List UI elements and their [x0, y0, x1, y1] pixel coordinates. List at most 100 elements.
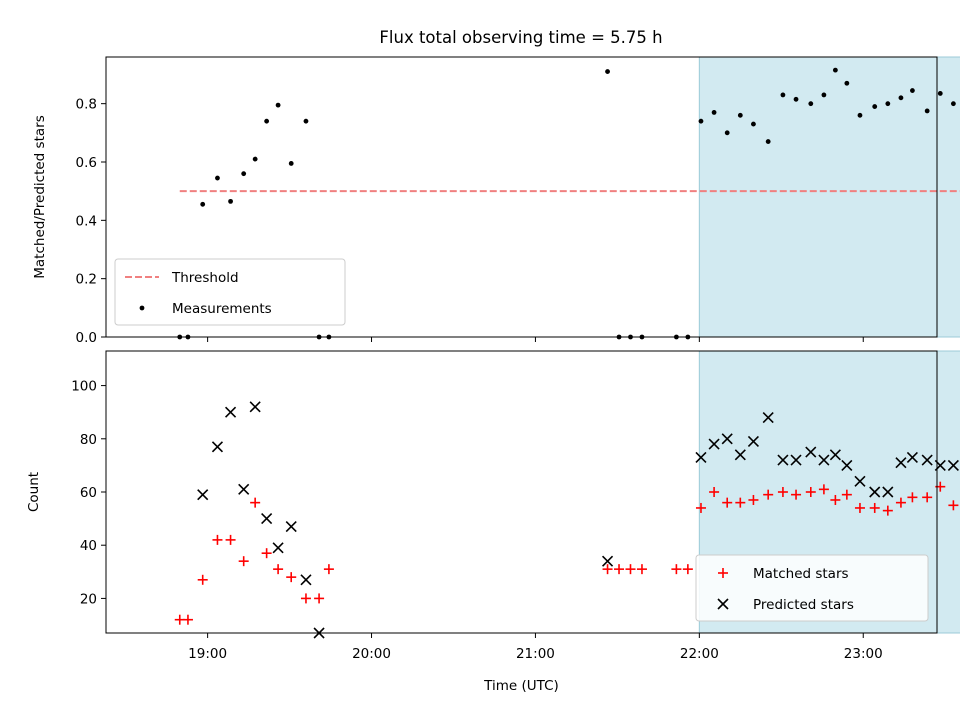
data-point	[225, 406, 237, 418]
data-point	[829, 449, 841, 461]
data-point	[854, 502, 865, 513]
y-tick-label: 0.4	[76, 213, 97, 229]
data-point	[841, 459, 853, 471]
data-point	[818, 454, 830, 466]
data-point	[790, 454, 802, 466]
y-tick-label: 40	[80, 538, 97, 554]
data-point	[906, 451, 918, 463]
data-point	[885, 101, 891, 107]
data-point	[854, 475, 866, 487]
data-point	[910, 88, 915, 93]
data-point	[709, 487, 720, 497]
data-point	[314, 593, 325, 604]
data-point	[252, 156, 258, 162]
bottom-y-axis: 20 40 60 80 100	[71, 379, 106, 607]
data-point	[238, 483, 250, 495]
data-point	[907, 492, 918, 503]
data-point	[614, 564, 625, 575]
data-point	[898, 95, 904, 101]
data-point	[841, 489, 852, 500]
data-point	[922, 492, 933, 503]
data-point	[238, 556, 249, 567]
data-point	[950, 101, 956, 107]
data-point	[682, 564, 693, 575]
observing-window-shade	[698, 56, 960, 338]
legend-swatch	[718, 568, 728, 578]
data-point	[724, 130, 730, 136]
data-point	[734, 449, 746, 461]
top-x-ticks	[207, 337, 864, 342]
data-point	[895, 497, 906, 508]
data-point	[791, 489, 802, 500]
shade-rect	[698, 56, 960, 338]
bottom-y-axis-label: Count	[26, 472, 42, 512]
data-point	[636, 564, 647, 575]
top-y-axis: 0.0 0.2 0.4 0.6 0.8	[76, 97, 106, 346]
data-point	[830, 494, 841, 505]
data-point	[882, 486, 894, 498]
data-point	[869, 486, 881, 498]
data-point	[737, 112, 743, 118]
x-axis-label: Time (UTC)	[483, 678, 559, 694]
x-tick-label: 19:00	[188, 646, 227, 662]
data-point	[844, 80, 850, 86]
y-tick-label: 0.6	[76, 155, 97, 171]
data-point	[832, 67, 838, 73]
data-point	[777, 454, 789, 466]
data-point	[200, 201, 206, 207]
data-point	[793, 96, 799, 102]
legend-swatch	[717, 598, 729, 610]
data-point	[780, 92, 786, 98]
data-point	[601, 555, 614, 567]
data-point	[249, 401, 261, 413]
y-tick-label: 0.8	[76, 97, 97, 113]
data-point	[182, 614, 193, 625]
predicted-stars-series	[197, 401, 959, 639]
data-point	[765, 139, 771, 144]
data-point	[300, 593, 311, 604]
legend-label: Threshold	[171, 270, 239, 286]
data-point	[602, 564, 613, 575]
legend-label: Predicted stars	[753, 597, 854, 613]
legend-box	[695, 554, 929, 622]
top-panel: 0.00.20.40.60.8 Matched/Predicted stars …	[32, 56, 960, 346]
data-point	[872, 104, 878, 109]
data-point	[722, 497, 733, 508]
data-point	[212, 534, 223, 545]
data-point	[762, 411, 774, 424]
data-point	[924, 108, 930, 114]
data-point	[261, 513, 273, 525]
data-point	[721, 433, 733, 445]
data-point	[921, 454, 933, 466]
data-point	[747, 435, 759, 448]
legend-label: Measurements	[172, 301, 272, 317]
top-axes-frame	[105, 56, 938, 338]
data-point	[250, 497, 261, 508]
data-point	[215, 175, 220, 181]
data-point	[275, 102, 281, 108]
y-tick-label: 0.2	[76, 272, 97, 288]
data-point	[821, 92, 827, 98]
data-point	[323, 564, 334, 575]
data-point	[882, 505, 893, 516]
data-point	[625, 564, 636, 575]
data-point	[808, 101, 814, 107]
data-point	[197, 489, 209, 501]
data-point	[698, 118, 704, 124]
data-point	[805, 487, 816, 497]
data-point	[285, 521, 297, 533]
data-point	[286, 572, 297, 583]
data-point	[228, 198, 233, 204]
data-point	[735, 497, 746, 508]
data-point	[947, 459, 959, 471]
data-point	[895, 457, 907, 469]
data-point	[272, 542, 284, 554]
data-point	[300, 574, 312, 586]
matched-stars-series	[174, 481, 959, 625]
x-tick-label: 21:00	[516, 646, 555, 662]
y-tick-label: 60	[80, 485, 97, 501]
chart-title: Flux total observing time = 5.75 h	[379, 28, 662, 47]
data-point	[288, 161, 294, 166]
data-point	[708, 438, 720, 450]
